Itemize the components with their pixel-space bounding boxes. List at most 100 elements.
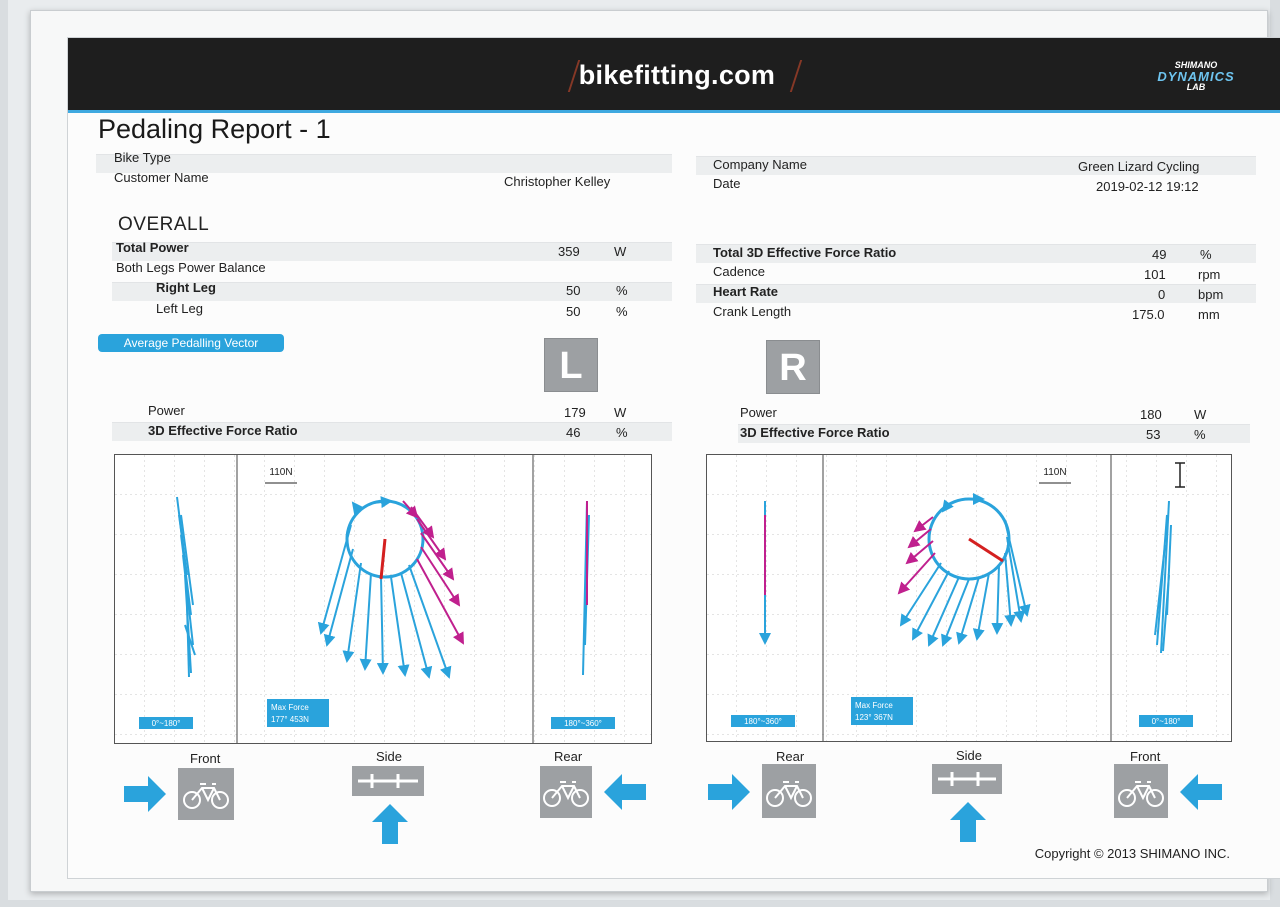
left-leg-value: 50 [566,304,581,319]
effective-ratio-unit: % [1200,247,1212,262]
page-title: Pedaling Report - 1 [98,114,331,144]
company-name-label: Company Name [713,157,807,172]
left-side-label: Side [376,749,403,764]
left-power-value: 179 [564,405,586,420]
info-band [696,156,1256,175]
right-max-force-badge [851,697,913,725]
left-leg-label: Left Leg [156,301,203,316]
right-leg-unit: % [616,283,628,298]
power-balance-label: Both Legs Power Balance [116,260,266,275]
shimano-dynamics-lab-logo: SHIMANO DYNAMICS LAB [1157,60,1235,92]
effective-ratio-label: Total 3D Effective Force Ratio [713,245,897,260]
left-front-range: 0°~180° [152,719,181,728]
right-ratio-value: 53 [1146,427,1161,442]
right-front-label: Front [1130,749,1161,764]
right-rear-arrow-icon [708,774,750,810]
monitor-screen: bikefitting.com SHIMANO DYNAMICS LAB Ped… [8,0,1280,900]
company-name-value: Green Lizard Cycling [1078,159,1200,174]
row-band [112,422,672,441]
row-band [696,244,1256,263]
left-rear-arrow-icon [604,774,646,810]
cadence-unit: rpm [1198,267,1221,282]
right-vector-svg: 110N 180°~360° 0°~180° Max Force 123° 36… [707,455,1231,741]
left-leg-unit: % [616,304,628,319]
right-front-range-badge [1139,715,1193,727]
left-front-label: Front [190,751,221,766]
left-scale-label: 110N [269,467,292,478]
right-scale-label: 110N [1043,467,1066,478]
right-max-force-label: Max Force [855,701,893,710]
crank-length-value: 175.0 [1132,307,1165,322]
left-ratio-label: 3D Effective Force Ratio [148,423,298,438]
left-power-label: Power [148,403,185,418]
right-leg-value: 50 [566,283,581,298]
right-max-force-value: 123° 367N [855,713,893,722]
left-max-force-badge [267,699,329,727]
left-pedaling-vector-diagram: 110N 0°~180° 180°~360° Max Force 177° 45… [114,454,652,744]
left-front-arrow-icon [124,776,166,812]
right-rear-range: 180°~360° [744,717,782,726]
cadence-label: Cadence [713,264,766,279]
right-front-vectors [1154,500,1172,654]
row-band [696,284,1256,303]
heart-rate-value: 0 [1158,287,1166,302]
left-max-force-label: Max Force [271,703,309,712]
cadence-value: 101 [1144,267,1166,282]
date-label: Date [713,176,741,191]
average-pedalling-vector-tab[interactable]: Average Pedalling Vector [98,334,284,352]
row-band [738,424,1250,443]
left-front-vectors [176,496,196,678]
left-side-arrow-icon [372,804,408,844]
right-pedaling-vector-diagram: 110N 180°~360° 0°~180° Max Force 123° 36… [706,454,1232,742]
report-page: bikefitting.com SHIMANO DYNAMICS LAB Ped… [67,37,1280,879]
right-side-label: Side [956,748,983,763]
row-band [112,242,672,261]
text-cursor-icon [1175,462,1185,488]
right-power-value: 180 [1140,407,1162,422]
report-header-bar: bikefitting.com SHIMANO DYNAMICS LAB [68,38,1280,113]
bike-type-label: Bike Type [114,150,171,165]
left-rear-range: 180°~360° [564,719,602,728]
right-side-arrow-icon [950,802,986,842]
right-ratio-unit: % [1194,427,1206,442]
left-side-magenta-vectors [402,500,464,645]
crank-length-label: Crank Length [713,304,792,319]
view-orientation-icons [124,764,1222,844]
crank-length-unit: mm [1198,307,1220,322]
right-power-unit: W [1194,407,1207,422]
bikefitting-logo: bikefitting.com [578,60,776,90]
left-rear-range-badge [551,717,615,729]
total-power-label: Total Power [116,240,189,255]
left-ratio-value: 46 [566,425,581,440]
total-power-unit: W [614,244,627,259]
left-rear-label: Rear [554,749,583,764]
right-rear-label: Rear [776,749,805,764]
right-rear-bike-icon [762,764,816,818]
right-side-blue-vectors [899,493,1031,647]
report-paper: bikefitting.com SHIMANO DYNAMICS LAB Ped… [30,10,1280,892]
total-power-value: 359 [558,244,580,259]
left-front-range-badge [139,717,193,729]
left-leg-badge: L [544,338,598,392]
row-band [112,282,672,301]
left-max-force-value: 177° 453N [271,715,309,724]
right-front-range: 0°~180° [1152,717,1181,726]
right-front-bike-icon [1114,764,1168,818]
right-leg-label: Right Leg [156,280,216,295]
date-value: 2019-02-12 19:12 [1096,179,1199,194]
left-front-bike-icon [178,768,234,820]
left-vector-svg: 110N 0°~180° 180°~360° Max Force 177° 45… [115,455,651,743]
left-crank-arm [379,538,387,580]
heart-rate-label: Heart Rate [713,284,779,299]
right-rear-range-badge [731,715,795,727]
right-side-magenta-vectors [897,516,936,595]
customer-name-value: Christopher Kelley [504,174,611,189]
copyright: Copyright © 2013 SHIMANO INC. [1034,846,1230,861]
left-ratio-unit: % [616,425,628,440]
heart-rate-unit: bpm [1198,287,1224,302]
left-side-blue-vectors [317,496,452,679]
left-rear-bike-icon [540,766,592,818]
info-band [96,154,672,173]
right-side-bike-icon [932,764,1002,794]
right-leg-badge: R [766,340,820,394]
